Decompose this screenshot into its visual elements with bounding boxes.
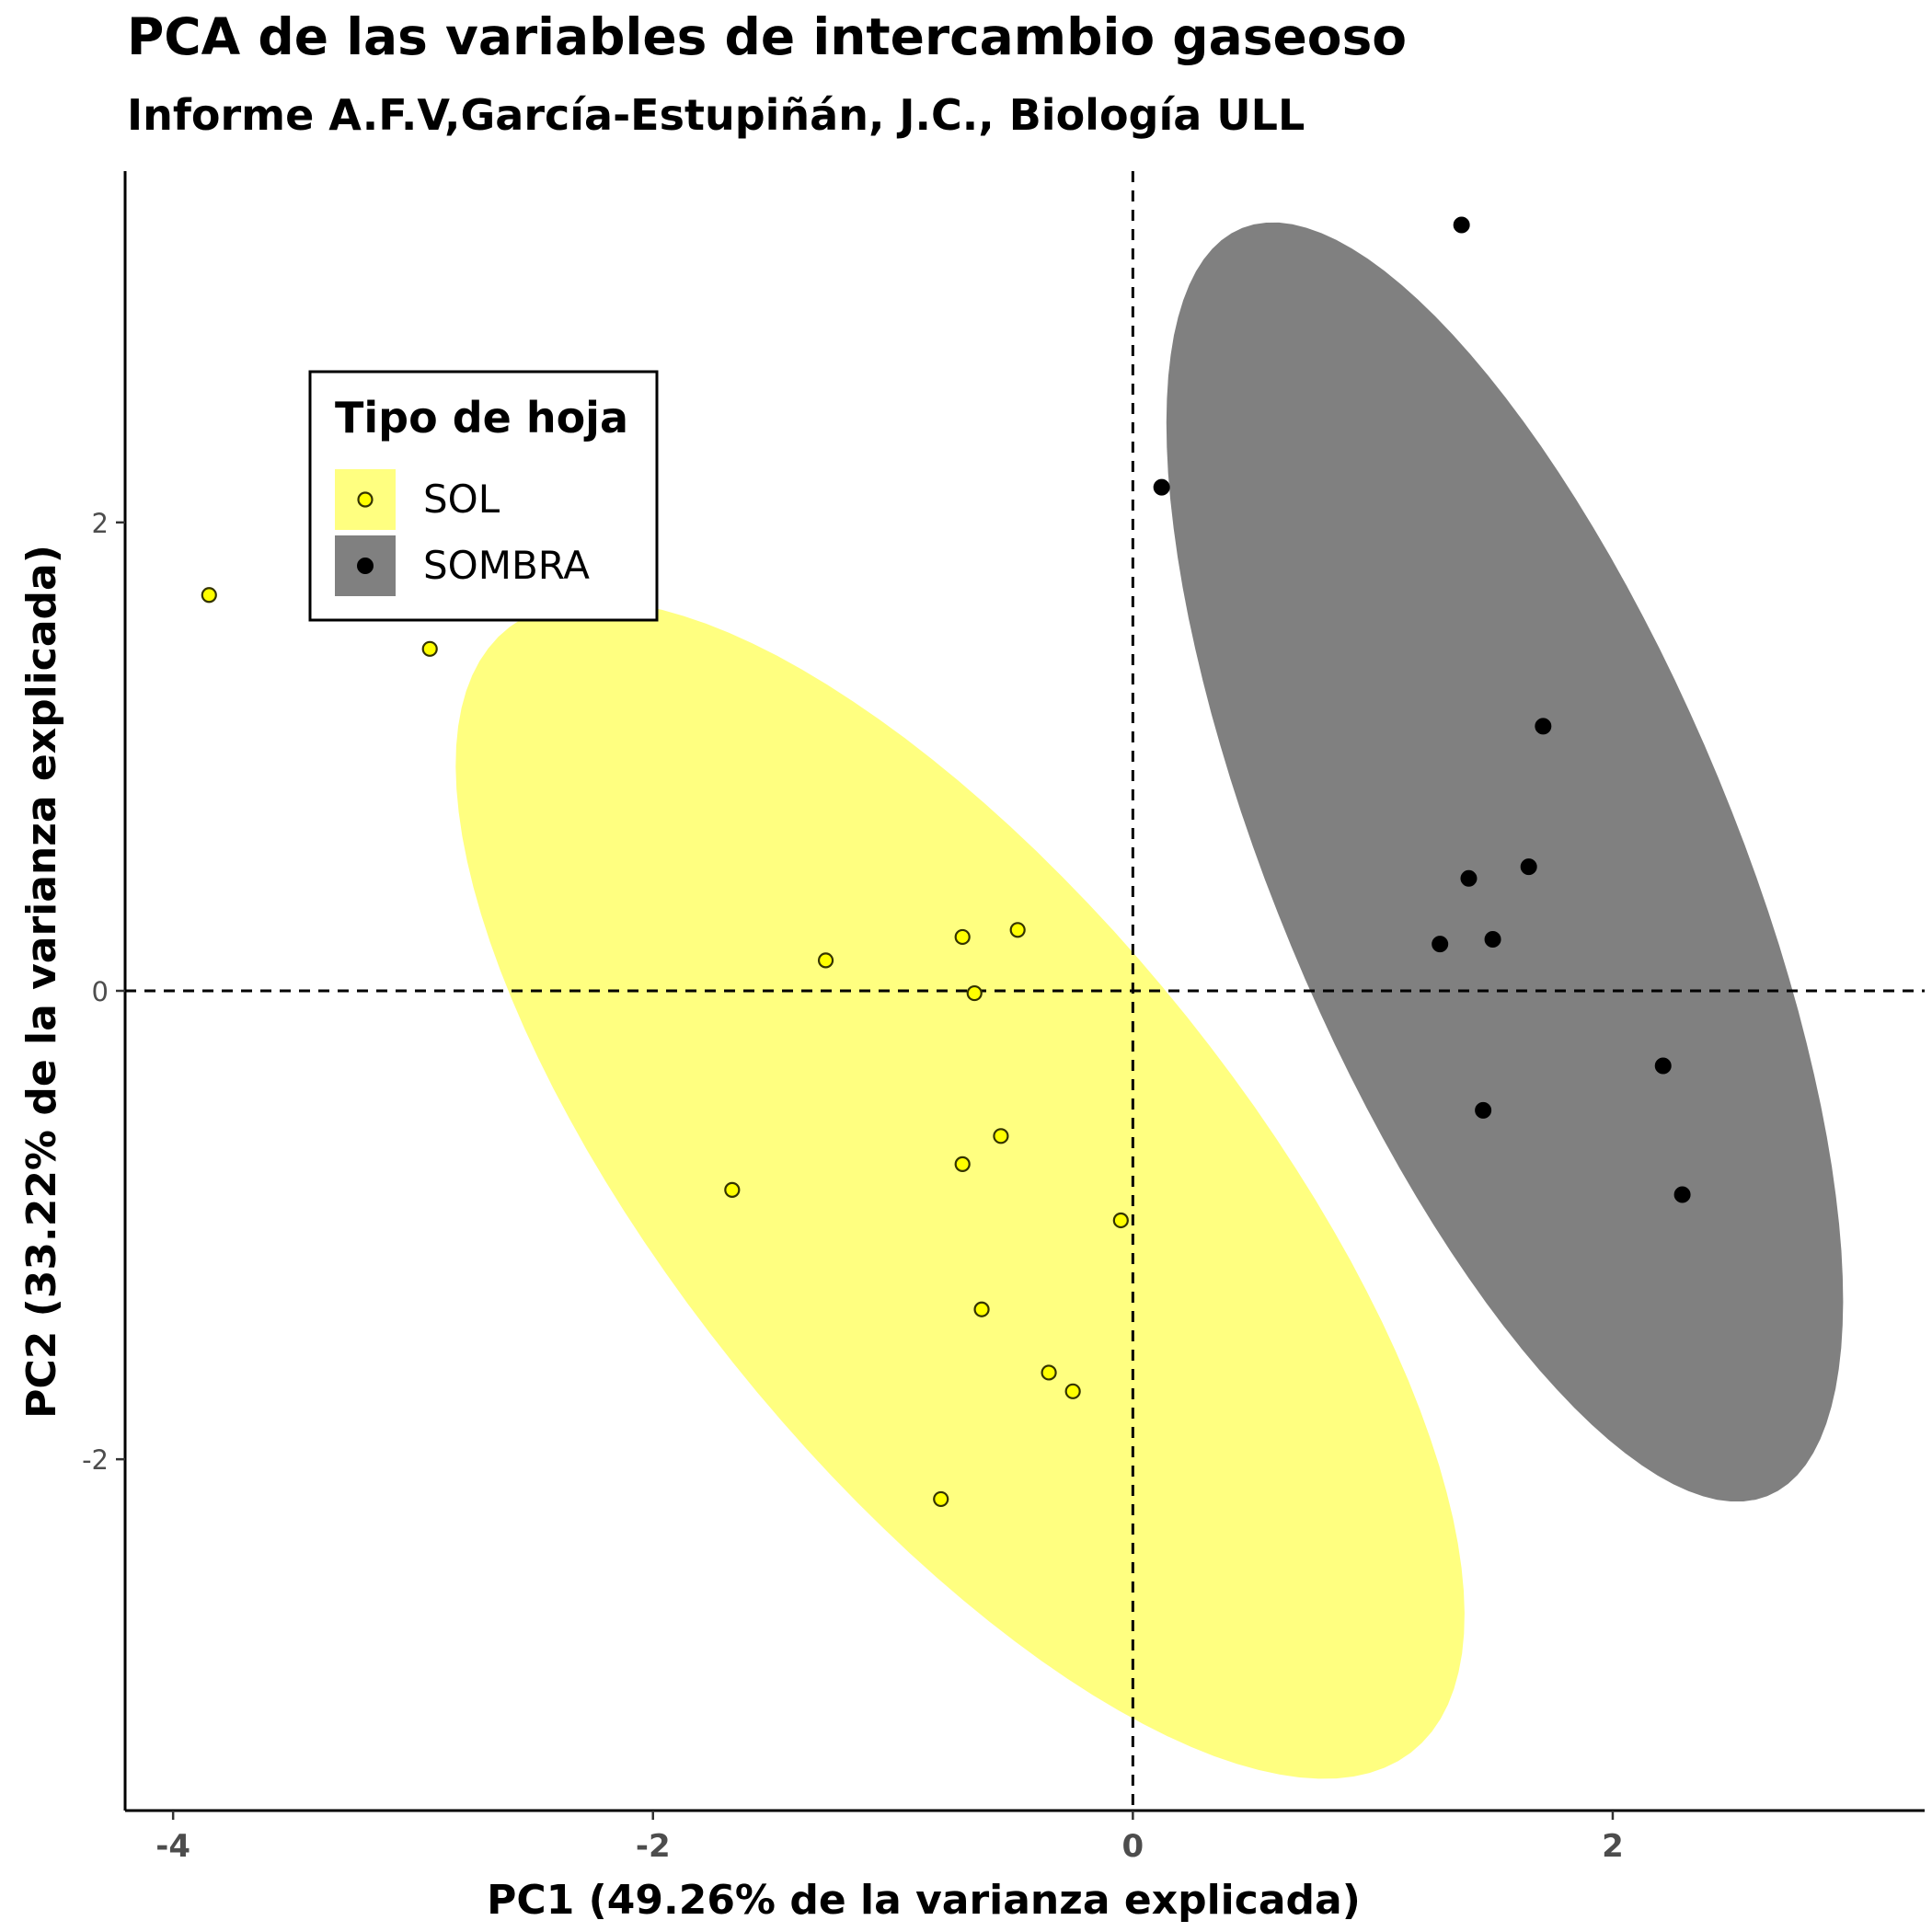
point-sol-8: [954, 1156, 971, 1172]
legend-label-sol: SOL: [423, 477, 500, 522]
point-sol-7: [993, 1128, 1009, 1144]
point-sombra-2: [1535, 718, 1552, 735]
point-sol-3: [817, 952, 834, 969]
point-sol-12: [1064, 1383, 1081, 1399]
x-tick-label: -4: [155, 1828, 190, 1865]
x-tick-label: 2: [1602, 1828, 1624, 1865]
point-sombra-1: [1153, 478, 1170, 496]
point-sombra-6: [1484, 930, 1501, 948]
legend-marker-sombra: [357, 558, 374, 574]
y-tick-label: 0: [92, 976, 109, 1007]
point-sombra-3: [1520, 858, 1537, 876]
point-sol-5: [1009, 922, 1026, 938]
legend: Tipo de hoja SOL SOMBRA: [308, 370, 659, 622]
point-sol-13: [933, 1490, 949, 1508]
point-sombra-5: [1432, 936, 1449, 953]
y-tick-label: -2: [82, 1444, 109, 1476]
legend-label-sombra: SOMBRA: [423, 543, 590, 588]
point-sol-4: [954, 928, 971, 946]
point-sol-6: [966, 984, 983, 1002]
x-tick-label: 0: [1122, 1828, 1144, 1865]
point-sombra-9: [1673, 1186, 1691, 1203]
y-tick-label: 2: [92, 508, 109, 539]
point-sombra-8: [1475, 1101, 1492, 1119]
chart-title: PCA de las variables de intercambio gase…: [127, 7, 1408, 66]
point-sol-2: [724, 1181, 741, 1198]
point-sol-0: [201, 587, 217, 604]
legend-marker-sol: [357, 491, 374, 508]
point-sombra-4: [1460, 869, 1478, 887]
point-sombra-7: [1654, 1057, 1672, 1075]
x-tick-label: -2: [636, 1828, 671, 1865]
ellipse-sol: [455, 601, 1465, 1779]
x-axis-title: PC1 (49.26% de la varianza explicada): [487, 1877, 1361, 1924]
point-sol-11: [1041, 1364, 1057, 1381]
ellipse-sombra: [1166, 222, 1844, 1501]
chart-subtitle: Informe A.F.V,García-Estupiñán, J.C., Bi…: [127, 90, 1305, 140]
point-sol-9: [1112, 1212, 1129, 1229]
y-axis-title: PC2 (33.22% de la varianza explicada): [18, 545, 65, 1419]
point-sombra-0: [1453, 216, 1470, 234]
point-sol-1: [421, 640, 438, 657]
legend-title: Tipo de hoja: [335, 393, 628, 443]
point-sol-10: [973, 1301, 990, 1317]
